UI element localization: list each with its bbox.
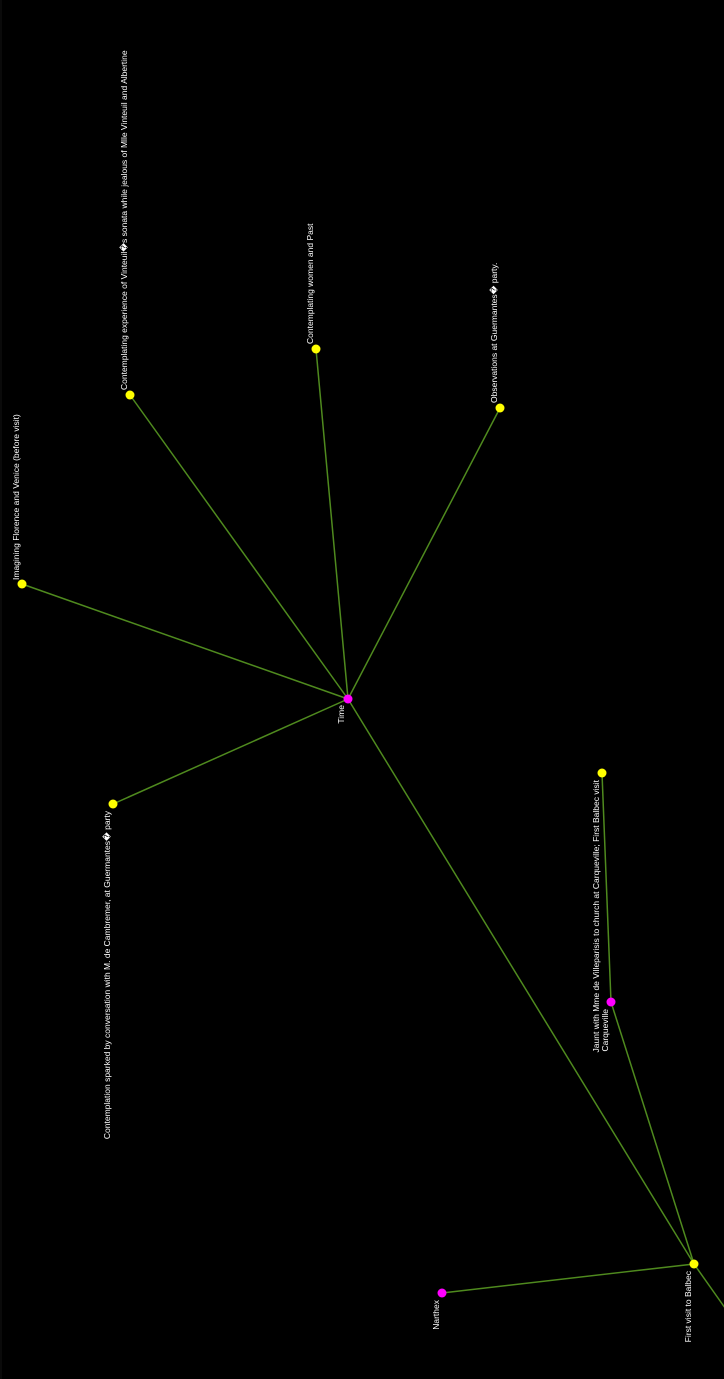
node-label-cambremer: Contemplation sparked by conversation wi… [102, 810, 112, 1139]
labels-layer: Imagining Florence and Venice (before vi… [11, 50, 693, 1342]
node-vinteuil[interactable] [125, 390, 135, 400]
node-cambremer[interactable] [108, 799, 118, 809]
node-label-jaunt: Jaunt with Mme de Villeparisis to church… [591, 779, 601, 1052]
node-label-imagining: Imagining Florence and Venice (before vi… [11, 414, 21, 580]
node-label-time: Time [336, 705, 346, 724]
edge-time-vinteuil [129, 394, 349, 700]
edge-carqueville-jaunt [601, 772, 612, 1003]
node-label-balbec: First visit to Balbec [683, 1270, 693, 1342]
node-label-vinteuil: Contemplating experience of Vinteuil�s s… [119, 50, 129, 390]
edge-time-cambremer [112, 698, 349, 805]
edge-carqueville-balbec [610, 1001, 695, 1265]
edge-balbec-offscreen [693, 1263, 724, 1308]
edge-time-women [315, 348, 349, 700]
edge-time-observations [347, 407, 501, 700]
node-label-carqueville: Carqueville [600, 1009, 610, 1052]
node-observations[interactable] [495, 403, 505, 413]
node-label-narthex: Narthex [431, 1299, 441, 1330]
node-jaunt[interactable] [597, 768, 607, 778]
node-carqueville[interactable] [606, 997, 616, 1007]
left-border [0, 0, 2, 1379]
node-time[interactable] [343, 694, 353, 704]
edge-balbec-narthex [441, 1263, 695, 1294]
node-imagining[interactable] [17, 579, 27, 589]
node-balbec[interactable] [689, 1259, 699, 1269]
edges-layer [21, 348, 724, 1308]
node-narthex[interactable] [437, 1288, 447, 1298]
edge-time-imagining [21, 583, 349, 700]
edge-time-balbec [347, 698, 695, 1265]
node-label-observations: Observations at Guermantes� party. [489, 263, 499, 403]
node-women[interactable] [311, 344, 321, 354]
node-label-women: Contemplating women and Past [305, 223, 315, 344]
nodes-layer [17, 344, 699, 1298]
